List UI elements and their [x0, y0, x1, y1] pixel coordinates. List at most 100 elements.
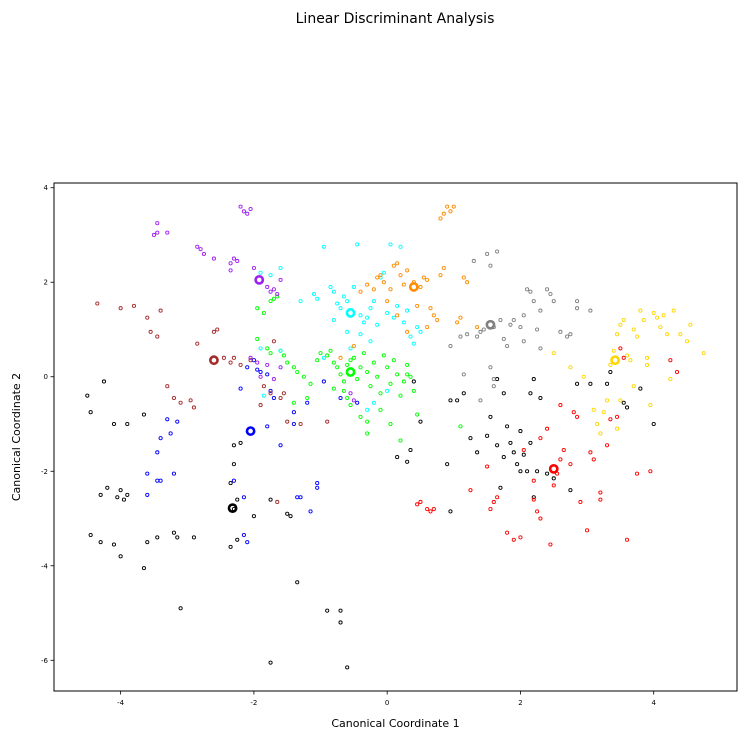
- data-point: [405, 459, 410, 464]
- data-point: [268, 273, 273, 278]
- data-point: [625, 353, 630, 358]
- data-point: [378, 407, 383, 412]
- data-point: [351, 398, 356, 403]
- data-point: [325, 419, 330, 424]
- data-point: [358, 414, 363, 419]
- data-point: [268, 391, 273, 396]
- data-point: [88, 533, 93, 538]
- data-point: [298, 421, 303, 427]
- data-point: [211, 329, 216, 334]
- data-point: [171, 530, 176, 535]
- data-point: [418, 499, 423, 505]
- data-point: [648, 469, 653, 474]
- data-point: [465, 280, 470, 285]
- data-point: [495, 495, 500, 500]
- data-point: [321, 355, 326, 360]
- data-point: [231, 355, 236, 360]
- data-point: [638, 386, 643, 391]
- data-point: [608, 417, 613, 422]
- data-point: [295, 369, 300, 375]
- data-points: [85, 204, 706, 670]
- data-point: [385, 299, 390, 304]
- data-point: [131, 303, 137, 308]
- data-point: [551, 351, 556, 356]
- data-point: [525, 469, 530, 474]
- data-point: [358, 313, 363, 318]
- data-point: [538, 395, 543, 401]
- data-point: [498, 485, 503, 490]
- data-point: [145, 471, 150, 476]
- data-point: [605, 381, 610, 386]
- data-point: [538, 436, 543, 441]
- class-centroid: [227, 503, 238, 514]
- data-point: [321, 379, 326, 384]
- data-point: [521, 339, 526, 344]
- data-point: [365, 369, 370, 375]
- data-point: [531, 299, 536, 304]
- data-point: [508, 322, 513, 327]
- data-point: [648, 403, 653, 408]
- data-point: [488, 414, 493, 419]
- data-point: [241, 533, 246, 538]
- data-point: [155, 230, 160, 235]
- data-point: [191, 535, 196, 540]
- data-point: [248, 206, 253, 212]
- data-point: [235, 537, 240, 542]
- data-point: [485, 251, 490, 256]
- data-point: [538, 346, 543, 351]
- data-point: [518, 429, 523, 434]
- y-tick-label: 4: [44, 184, 49, 192]
- data-point: [341, 294, 346, 299]
- data-point: [255, 336, 260, 341]
- data-point: [251, 266, 256, 271]
- data-point: [418, 419, 423, 424]
- data-point: [668, 377, 673, 382]
- data-point: [211, 256, 216, 261]
- data-point: [638, 308, 643, 313]
- data-point: [531, 495, 536, 500]
- class-centroid: [345, 308, 356, 318]
- x-tick-label: 0: [385, 699, 389, 707]
- data-point: [338, 372, 343, 377]
- data-point: [455, 320, 460, 325]
- data-point: [148, 329, 153, 334]
- data-point: [295, 580, 300, 585]
- data-point: [388, 421, 393, 427]
- data-point: [375, 322, 380, 327]
- data-point: [395, 303, 400, 308]
- data-point: [498, 317, 503, 323]
- axis-ticks: -4 -2 0 2 4 -6 -4 -2 0 2 4: [41, 184, 656, 707]
- data-point: [338, 395, 343, 401]
- data-point: [241, 209, 246, 214]
- data-point: [688, 322, 693, 327]
- data-point: [285, 419, 290, 424]
- data-point: [395, 261, 400, 266]
- data-point: [298, 495, 303, 500]
- data-point: [428, 306, 433, 311]
- data-point: [155, 334, 160, 339]
- data-point: [391, 263, 396, 268]
- data-point: [478, 398, 483, 403]
- data-point: [528, 289, 533, 294]
- data-point: [361, 351, 366, 356]
- data-point: [171, 471, 176, 476]
- data-point: [118, 488, 123, 493]
- data-point: [278, 266, 283, 271]
- data-point: [495, 443, 500, 448]
- data-point: [298, 299, 303, 304]
- data-point: [371, 400, 376, 405]
- data-point: [238, 362, 243, 367]
- y-tick-label: 0: [44, 373, 48, 381]
- data-point: [231, 478, 236, 483]
- data-point: [348, 346, 353, 351]
- data-point: [551, 299, 556, 304]
- data-point: [338, 620, 343, 625]
- data-point: [371, 287, 376, 292]
- data-point: [315, 296, 320, 301]
- data-point: [644, 355, 650, 360]
- data-point: [281, 353, 286, 358]
- data-point: [598, 490, 603, 495]
- data-point: [535, 327, 540, 332]
- data-point: [644, 362, 650, 367]
- data-point: [405, 329, 410, 334]
